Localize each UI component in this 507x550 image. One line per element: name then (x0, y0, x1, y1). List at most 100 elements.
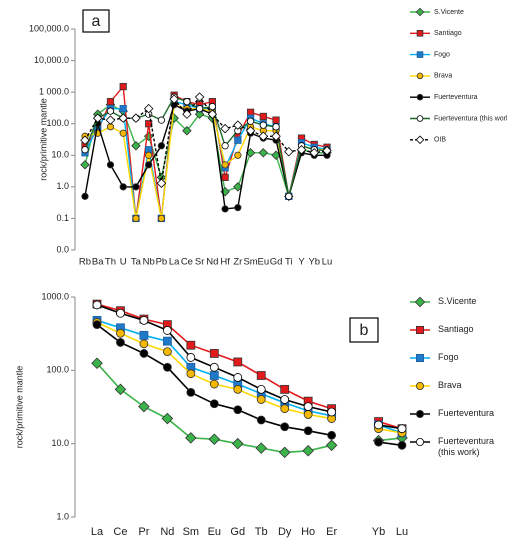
marker (280, 384, 290, 394)
marker (92, 300, 102, 310)
x-tick-label: Eu (208, 526, 221, 538)
marker (234, 151, 242, 159)
x-tick-label: Dy (278, 526, 292, 538)
marker (397, 424, 407, 434)
legend-entry: Fuerteventura (this work) (438, 436, 494, 457)
marker (374, 437, 383, 447)
marker (145, 161, 153, 169)
marker (132, 214, 140, 223)
marker (106, 161, 115, 169)
marker (246, 108, 255, 116)
marker (234, 136, 242, 144)
marker (182, 125, 192, 136)
y-axis-label: rock/primitive mantle (14, 366, 24, 449)
marker (285, 192, 293, 200)
marker (186, 353, 196, 362)
marker (131, 141, 141, 151)
x-tick-label: Pb (156, 257, 168, 268)
legend-entry: Santiago (438, 324, 474, 334)
marker (233, 373, 243, 382)
marker (325, 439, 338, 452)
marker (196, 105, 204, 113)
panel-label: a (92, 13, 101, 30)
y-tick-label: 1 000.0 (39, 87, 69, 97)
marker (139, 315, 149, 325)
x-tick-label: Ta (131, 257, 142, 268)
marker (233, 384, 243, 394)
x-tick-label: Hf (220, 257, 230, 268)
marker (221, 173, 229, 181)
marker (186, 340, 196, 350)
x-tick-label: Nd (206, 257, 218, 268)
x-tick-label: U (120, 257, 127, 268)
marker (138, 400, 150, 413)
y-tick-label: 100,000.0 (29, 23, 69, 33)
legend-label: Brava (438, 380, 462, 390)
x-tick-label: Lu (396, 526, 408, 538)
legend-label: Brava (434, 73, 452, 80)
marker (106, 98, 115, 106)
marker (157, 116, 166, 124)
marker (162, 326, 172, 335)
legend-entry: S.Vicente (438, 296, 476, 306)
marker (80, 135, 90, 145)
marker (232, 437, 244, 450)
marker (272, 123, 280, 131)
y-tick-label: 0.1 (56, 213, 69, 223)
marker (116, 308, 125, 318)
marker (162, 362, 172, 372)
marker (233, 357, 243, 367)
marker (258, 131, 269, 142)
x-tick-label: Nb (143, 257, 155, 268)
panel-box (349, 317, 379, 343)
marker (233, 182, 243, 192)
marker (194, 92, 205, 102)
x-tick-label: Gd (230, 526, 245, 538)
marker (185, 432, 197, 444)
x-tick-label: Ho (301, 526, 315, 538)
x-tick-label: Ce (181, 257, 193, 268)
x-tick-label: Rb (79, 257, 91, 268)
y-tick-label: 10,000.0 (34, 55, 69, 65)
marker (322, 145, 332, 156)
marker (183, 98, 191, 106)
y-tick-label: 10.0 (51, 150, 69, 160)
y-tick-label: 100.0 (46, 365, 69, 375)
y-tick-label: 1.0 (56, 181, 69, 191)
marker (255, 442, 267, 454)
legend-label: S.Vicente (434, 9, 464, 16)
marker (119, 82, 127, 91)
legend-label: Santiago (434, 30, 462, 37)
x-tick-label: Nd (160, 526, 174, 538)
marker (271, 131, 281, 142)
marker (156, 178, 167, 188)
marker (415, 135, 425, 145)
marker (209, 349, 219, 358)
marker (303, 410, 313, 419)
marker (207, 109, 218, 119)
marker (139, 339, 149, 349)
y-tick-label: 0.0 (56, 244, 69, 254)
marker (259, 112, 267, 121)
marker (233, 405, 243, 415)
marker (119, 105, 127, 113)
marker (259, 121, 267, 129)
x-tick-label: Sm (243, 257, 257, 268)
marker (327, 407, 337, 417)
legend-label: Fuerteventura (438, 408, 495, 418)
x-tick-label: Yb (372, 526, 385, 538)
x-tick-label: La (91, 526, 104, 538)
marker (105, 115, 116, 125)
marker (209, 379, 219, 389)
marker (374, 420, 383, 430)
x-tick-label: Yb (308, 257, 320, 268)
x-tick-label: Th (105, 257, 116, 268)
marker (280, 404, 290, 414)
panel-label: b (360, 322, 369, 339)
marker (80, 160, 90, 170)
marker (182, 109, 192, 119)
marker (415, 409, 424, 418)
marker (245, 125, 256, 136)
marker (309, 148, 319, 158)
marker (157, 142, 166, 150)
